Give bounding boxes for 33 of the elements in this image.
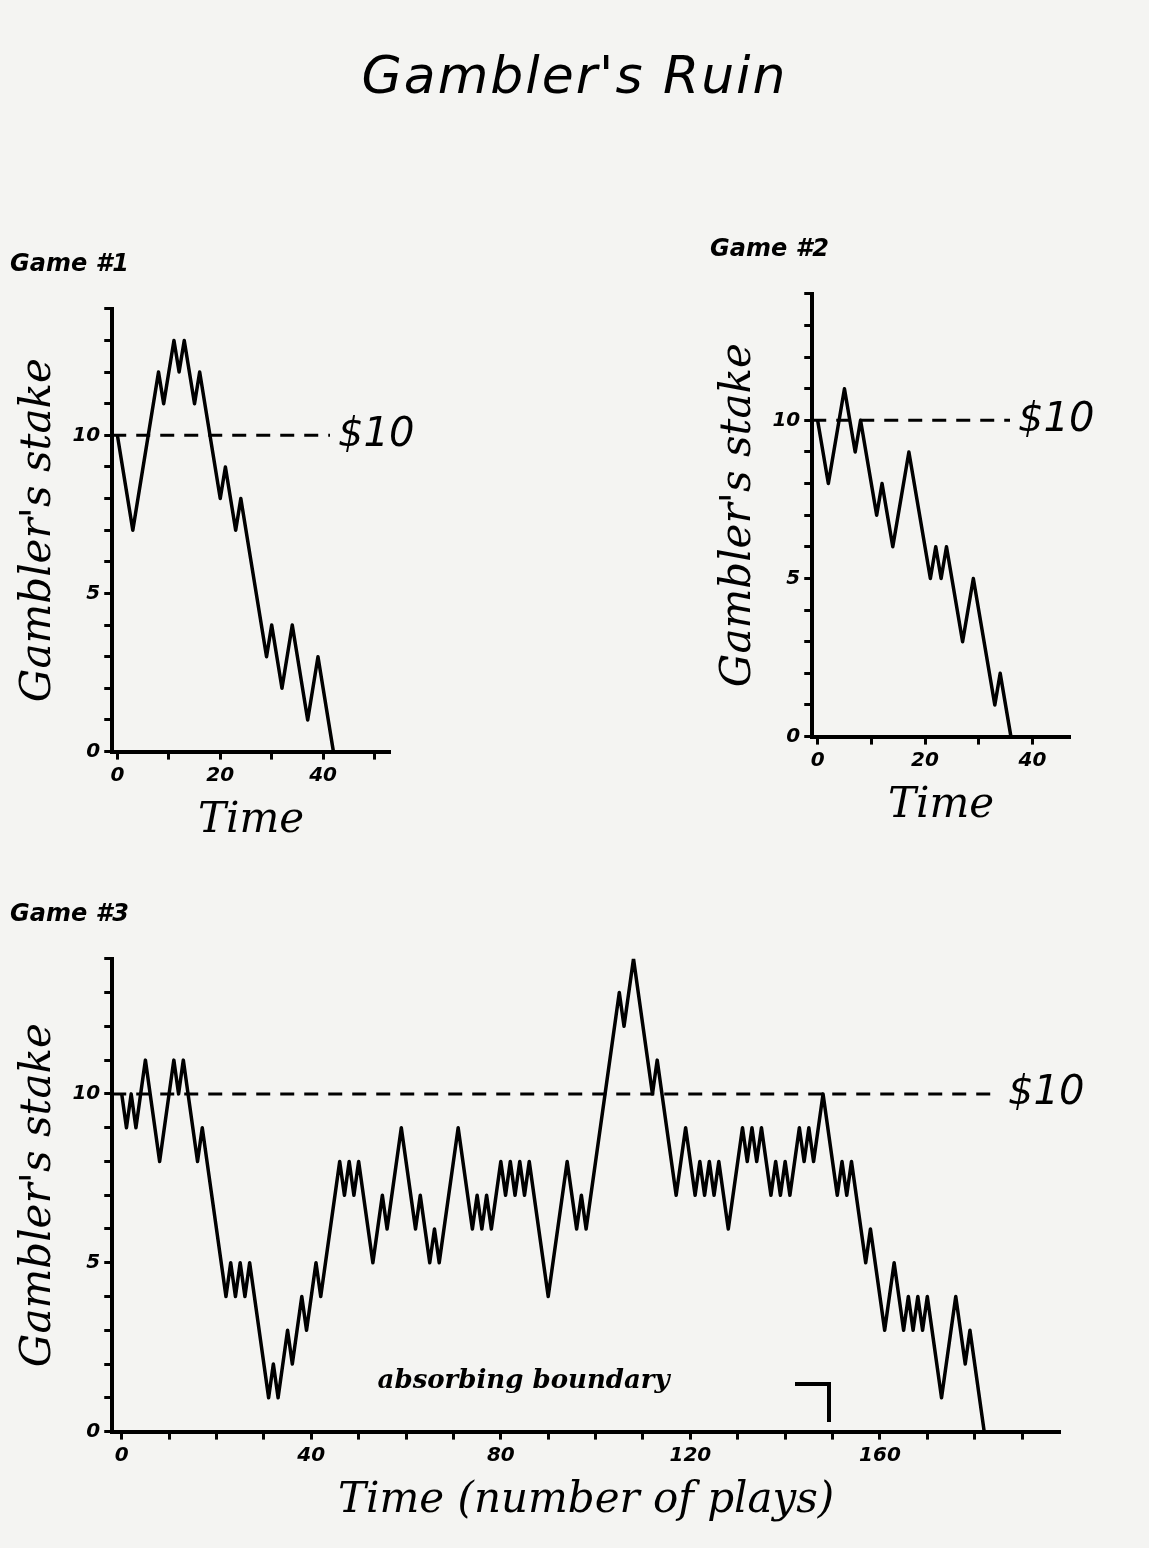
x-axis-title: Time (number of plays) <box>338 1472 835 1522</box>
x-tick-label: 80 <box>486 1441 515 1466</box>
y-tick-label: 5 <box>786 564 801 589</box>
x-tick-label: 0 <box>810 746 825 771</box>
x-axis-title: Time <box>888 777 995 827</box>
x-tick-label: 20 <box>911 746 939 771</box>
x-tick-label: 160 <box>859 1441 901 1466</box>
x-tick-label: 40 <box>296 1441 326 1466</box>
ref-line-label: $10 <box>1008 1067 1085 1114</box>
x-tick-label: 20 <box>206 761 235 786</box>
y-axis-title: Gambler's stake <box>11 358 61 703</box>
annotation: absorbing boundary <box>377 1364 672 1395</box>
y-axis-title: Gambler's stake <box>711 343 761 688</box>
x-tick-label: 40 <box>308 761 338 786</box>
y-tick-label: 5 <box>86 1248 101 1273</box>
y-tick-label: 10 <box>72 421 101 446</box>
chart-title: Game #2 <box>710 233 829 262</box>
x-tick-label: 40 <box>1017 746 1047 771</box>
y-tick-label: 0 <box>786 722 801 747</box>
x-tick-label: 0 <box>110 761 125 786</box>
chart-title: Game #1 <box>10 248 129 277</box>
x-axis-title: Time <box>198 792 305 842</box>
ref-line-label: $10 <box>338 408 415 455</box>
x-tick-label: 120 <box>669 1441 712 1466</box>
y-tick-label: 10 <box>772 406 801 431</box>
y-axis-title: Gambler's stake <box>11 1023 61 1368</box>
y-tick-label: 5 <box>86 579 101 604</box>
ref-line-label: $10 <box>1018 393 1095 440</box>
y-tick-label: 10 <box>72 1080 101 1105</box>
y-tick-label: 0 <box>86 1417 101 1442</box>
text: Gambler's Ruin <box>360 45 789 105</box>
chart-title: Game #3 <box>10 898 129 927</box>
x-tick-label: 0 <box>114 1441 129 1466</box>
